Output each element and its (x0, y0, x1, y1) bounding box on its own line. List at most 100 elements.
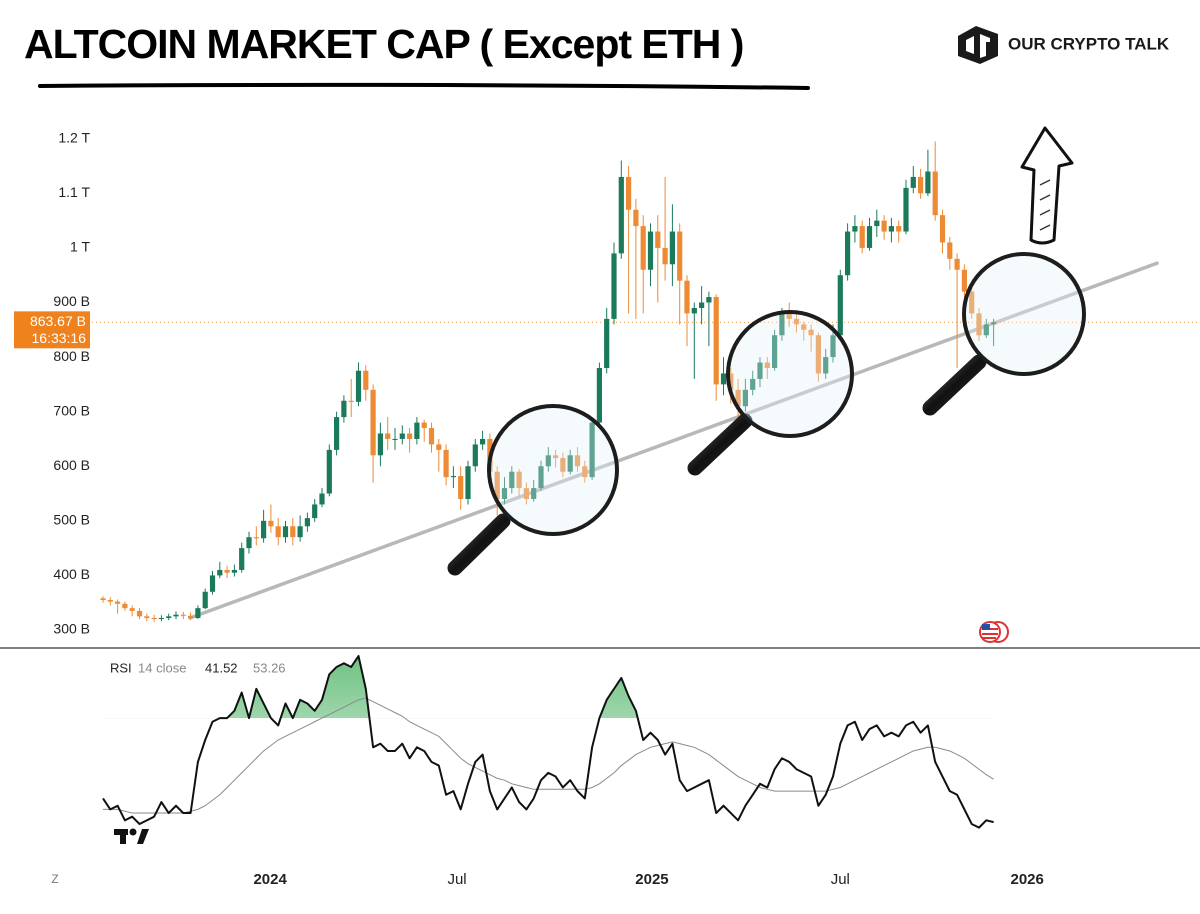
y-tick-label: 300 B (53, 621, 90, 637)
candle-body (896, 226, 902, 232)
candle-body (377, 433, 383, 456)
candle-body (655, 231, 661, 248)
candle-body (428, 428, 435, 445)
candle-body (261, 520, 267, 539)
candle-body (531, 488, 537, 499)
candle-body (808, 329, 814, 336)
candle-body (735, 389, 741, 407)
candle-body (319, 493, 325, 505)
candle-body (370, 389, 376, 456)
candle-body (465, 466, 471, 499)
candle-body (779, 313, 785, 336)
magnifier-handle (447, 513, 511, 576)
candle-body (414, 422, 420, 439)
chart-title: ALTCOIN MARKET CAP ( Except ETH ) (24, 21, 743, 67)
y-tick-label: 400 B (53, 566, 90, 582)
brand-logo: OUR CRYPTO TALK (958, 26, 1170, 64)
candle-body (881, 220, 887, 232)
candle-body (582, 466, 588, 478)
candle-body (852, 226, 858, 232)
candle-body (217, 569, 223, 576)
candle-body (954, 258, 960, 270)
candle-body (100, 598, 106, 600)
candle-body (202, 591, 208, 609)
candle-body (757, 362, 763, 379)
candle-body (129, 608, 135, 611)
candle-body (450, 476, 456, 478)
candle-body (677, 231, 683, 281)
candle-body (509, 471, 515, 489)
annotations: Z (51, 126, 1086, 886)
candle-body (684, 280, 690, 314)
y-tick-label: 600 B (53, 457, 90, 473)
rsi-line (102, 655, 994, 829)
candle-body (720, 373, 727, 385)
rsi-overbought-fill (227, 656, 638, 719)
y-tick-label: 800 B (53, 348, 90, 364)
candle-body (282, 526, 289, 538)
candle-body (691, 307, 697, 314)
rsi-value: 41.52 (205, 660, 238, 675)
candle-body (501, 488, 508, 499)
logo-icon (958, 26, 998, 64)
candle-body (932, 171, 938, 216)
candle-body (399, 433, 405, 439)
logo-part (120, 829, 126, 844)
candle-body (567, 455, 573, 472)
candle-body (246, 537, 252, 549)
rsi-panel: RSI 14 close 41.52 53.26 (102, 655, 994, 829)
candle-body (866, 226, 873, 248)
candle-body (275, 526, 281, 538)
candle-body (793, 318, 800, 325)
y-tick-label: 700 B (53, 402, 90, 418)
candle-body (983, 324, 989, 336)
candle-body (173, 614, 179, 617)
candle-body (392, 438, 398, 440)
candle-body (626, 176, 632, 210)
candle-body (297, 526, 303, 538)
candle-body (611, 253, 617, 319)
countdown: 16:33:16 (32, 330, 87, 346)
candle-body (107, 599, 113, 602)
candle-body (706, 297, 712, 303)
candle-body (239, 548, 245, 570)
candle-body (480, 438, 486, 445)
candle-body (472, 444, 478, 467)
candle-body (122, 603, 128, 609)
candle-body (969, 291, 975, 314)
magnifier-handle (922, 354, 987, 416)
candle-body (538, 466, 544, 489)
candle-body (939, 215, 946, 243)
y-tick-label: 1.2 T (58, 129, 90, 145)
candle-body (560, 458, 566, 472)
candle-body (728, 373, 734, 390)
candle-body (604, 318, 610, 368)
candle-body (224, 569, 230, 573)
candle-body (633, 209, 639, 227)
magnifier-lens (487, 404, 619, 536)
x-tick-label: 2026 (1010, 871, 1043, 888)
candle-body (341, 400, 347, 418)
title-underline (38, 82, 810, 90)
x-tick-label: 2025 (635, 871, 668, 888)
candle-body (903, 187, 909, 232)
candle-body (334, 417, 340, 450)
candle-body (888, 226, 894, 232)
candle-body (596, 367, 602, 423)
candle-body (523, 488, 529, 499)
candle-body (574, 455, 581, 467)
candle-body (290, 526, 296, 538)
candle-body (859, 226, 865, 248)
candle-body (516, 471, 522, 489)
candle-body (166, 616, 172, 618)
candle-body (136, 610, 143, 617)
candle-body (348, 400, 354, 402)
candle-body (231, 569, 237, 573)
magnifier (447, 404, 619, 576)
magnifier-handle (687, 413, 753, 476)
candle-body (786, 313, 792, 319)
flag-icon (979, 621, 1009, 643)
rsi-ma-line (103, 697, 994, 814)
candle-body (589, 422, 595, 478)
x-tick-label: 2024 (253, 871, 287, 888)
